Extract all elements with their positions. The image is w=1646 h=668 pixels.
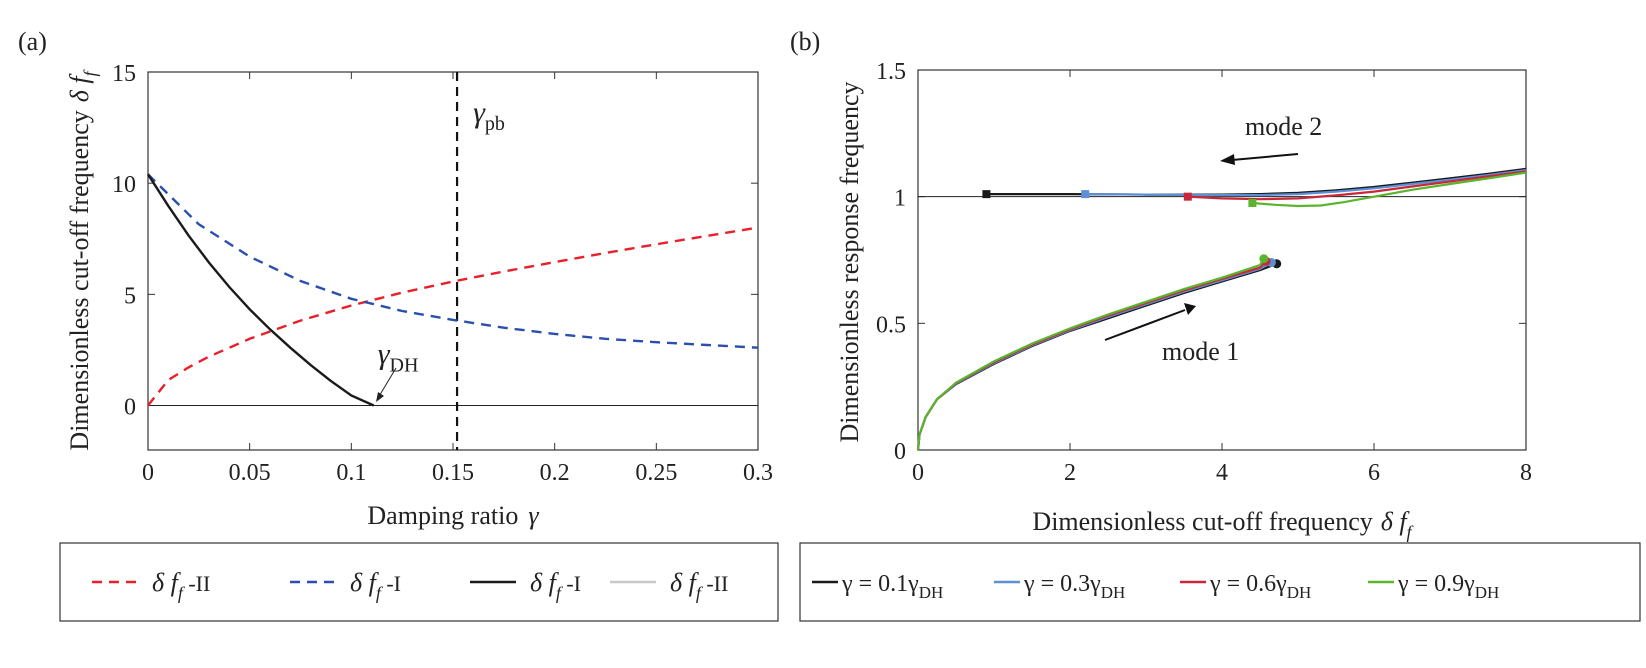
legend-a-symbol: δ f — [152, 568, 182, 597]
legend-a-items: δ ff -II δ ff -I δ ff -I δ ff -II — [92, 568, 728, 603]
legend-b-main: γ = 0.6γ — [1209, 571, 1287, 597]
legend-a-label-2: δ ff -I — [530, 568, 581, 603]
panel-b: (b) 0 2 4 6 8 0 0.5 1 1.5 mode 2 mode 1 Dimensio… — [790, 27, 1532, 542]
mode1-line-3 — [916, 258, 1265, 451]
y-tick-label: 5 — [124, 283, 136, 309]
legend-b-sub: DH — [1101, 583, 1126, 602]
y-tick-label: 0 — [894, 439, 906, 465]
legend-b-items: γ = 0.1γDH γ = 0.3γDH γ = 0.6γDH γ = 0.9γDH — [812, 571, 1499, 602]
x-tick-label: 0.25 — [635, 460, 677, 486]
legend-a-label-1: δ ff -I — [350, 568, 401, 603]
legend-a-suffix: -I — [381, 571, 401, 596]
gamma-dh-label: γDH — [378, 338, 419, 377]
series-line-0 — [147, 226, 759, 407]
y-tick-label: 1.5 — [876, 59, 906, 85]
legend-b-main: γ = 0.1γ — [841, 571, 919, 597]
legend-b-label-0: γ = 0.1γDH — [841, 571, 943, 602]
legend-b: γ = 0.1γDH γ = 0.3γDH γ = 0.6γDH γ = 0.9γDH — [799, 542, 1641, 622]
x-tick-label: 8 — [1520, 460, 1532, 486]
x-tick-label: 0.2 — [540, 460, 570, 486]
legend-a-suffix: -II — [183, 571, 210, 596]
mode2-end-marker-2 — [1183, 192, 1192, 201]
legend-b-main: γ = 0.3γ — [1023, 571, 1101, 597]
x-tick-label: 0.3 — [743, 460, 773, 486]
series-line-2 — [146, 173, 375, 407]
panel-b-ylabel: Dimensionless response frequency — [835, 81, 864, 442]
series-line-1 — [147, 173, 759, 349]
x-tick-label: 6 — [1368, 460, 1380, 486]
legend-a-sub: f — [696, 583, 704, 603]
gamma-dh-arrow — [376, 367, 397, 402]
legend-b-label-3: γ = 0.9γDH — [1397, 571, 1499, 602]
legend-a-sub: f — [178, 583, 186, 603]
gamma-pb-label: γpb — [473, 96, 505, 135]
panel-b-label: (b) — [790, 27, 820, 56]
legend-a-label-0: δ ff -II — [152, 568, 210, 603]
panel-b-ticks: 0 2 4 6 8 0 0.5 1 1.5 — [876, 59, 1532, 486]
panel-a: (a) 0 0.05 0.1 0.15 0.2 0.25 0.3 0 5 10 15 γpb γDH… — [18, 27, 773, 530]
mode-2-arrow — [1220, 153, 1299, 165]
mode2-line-1 — [1085, 169, 1527, 197]
y-tick-label: 1 — [894, 186, 906, 212]
mode2-line-3 — [1252, 171, 1527, 208]
panel-a-series — [146, 72, 759, 450]
legend-a-frame — [59, 542, 779, 622]
legend-a-sub: f — [376, 583, 384, 603]
x-tick-label: 2 — [1064, 460, 1076, 486]
legend-a-symbol: δ f — [350, 568, 380, 597]
x-tick-label: 0 — [142, 460, 154, 486]
y-tick-label: 15 — [112, 61, 136, 87]
legend-a: δ ff -II δ ff -I δ ff -I δ ff -II — [59, 542, 779, 622]
panel-a-label: (a) — [18, 27, 47, 56]
legend-b-sub: DH — [1475, 583, 1500, 602]
legend-a-suffix: -II — [701, 571, 728, 596]
mode2-end-marker-0 — [982, 190, 991, 199]
x-tick-label: 0.15 — [432, 460, 474, 486]
legend-a-label-3: δ ff -II — [670, 568, 728, 603]
mode2-line-2 — [1187, 170, 1527, 201]
legend-b-sub: DH — [919, 583, 944, 602]
x-tick-label: 0.05 — [229, 460, 271, 486]
panel-a-ylabel: Dimensionless cut-off frequencyδ ff — [65, 68, 100, 450]
mode-1-arrow — [1104, 303, 1196, 341]
legend-b-frame — [799, 542, 1641, 622]
legend-b-sub: DH — [1287, 583, 1312, 602]
legend-b-label-2: γ = 0.6γDH — [1209, 571, 1311, 602]
mode1-end-marker-3 — [1259, 254, 1269, 264]
mode-2-label: mode 2 — [1245, 112, 1322, 141]
panel-b-xlabel: Dimensionless cut-off frequency δ ff — [1032, 507, 1414, 542]
y-tick-label: 0.5 — [876, 312, 906, 338]
legend-a-symbol: δ f — [530, 568, 560, 597]
mode-1-label: mode 1 — [1162, 337, 1239, 366]
x-tick-label: 0.1 — [336, 460, 366, 486]
panel-b-series — [916, 167, 1527, 451]
panel-b-plot-area — [917, 69, 1527, 451]
y-tick-label: 10 — [112, 172, 136, 198]
legend-b-label-1: γ = 0.3γDH — [1023, 571, 1125, 602]
legend-a-symbol: δ f — [670, 568, 700, 597]
mode2-end-marker-1 — [1081, 190, 1090, 199]
legend-a-sub: f — [556, 583, 564, 603]
panel-a-plot-area — [147, 71, 759, 451]
x-tick-label: 0 — [912, 460, 924, 486]
y-tick-label: 0 — [124, 395, 136, 421]
panel-a-xlabel: Damping ratio γ — [367, 501, 539, 530]
legend-a-suffix: -I — [561, 571, 581, 596]
legend-b-main: γ = 0.9γ — [1397, 571, 1475, 597]
mode2-end-marker-3 — [1248, 199, 1257, 207]
panel-a-ticks: 0 0.05 0.1 0.15 0.2 0.25 0.3 0 5 10 15 — [112, 61, 773, 486]
x-tick-label: 4 — [1216, 460, 1228, 486]
